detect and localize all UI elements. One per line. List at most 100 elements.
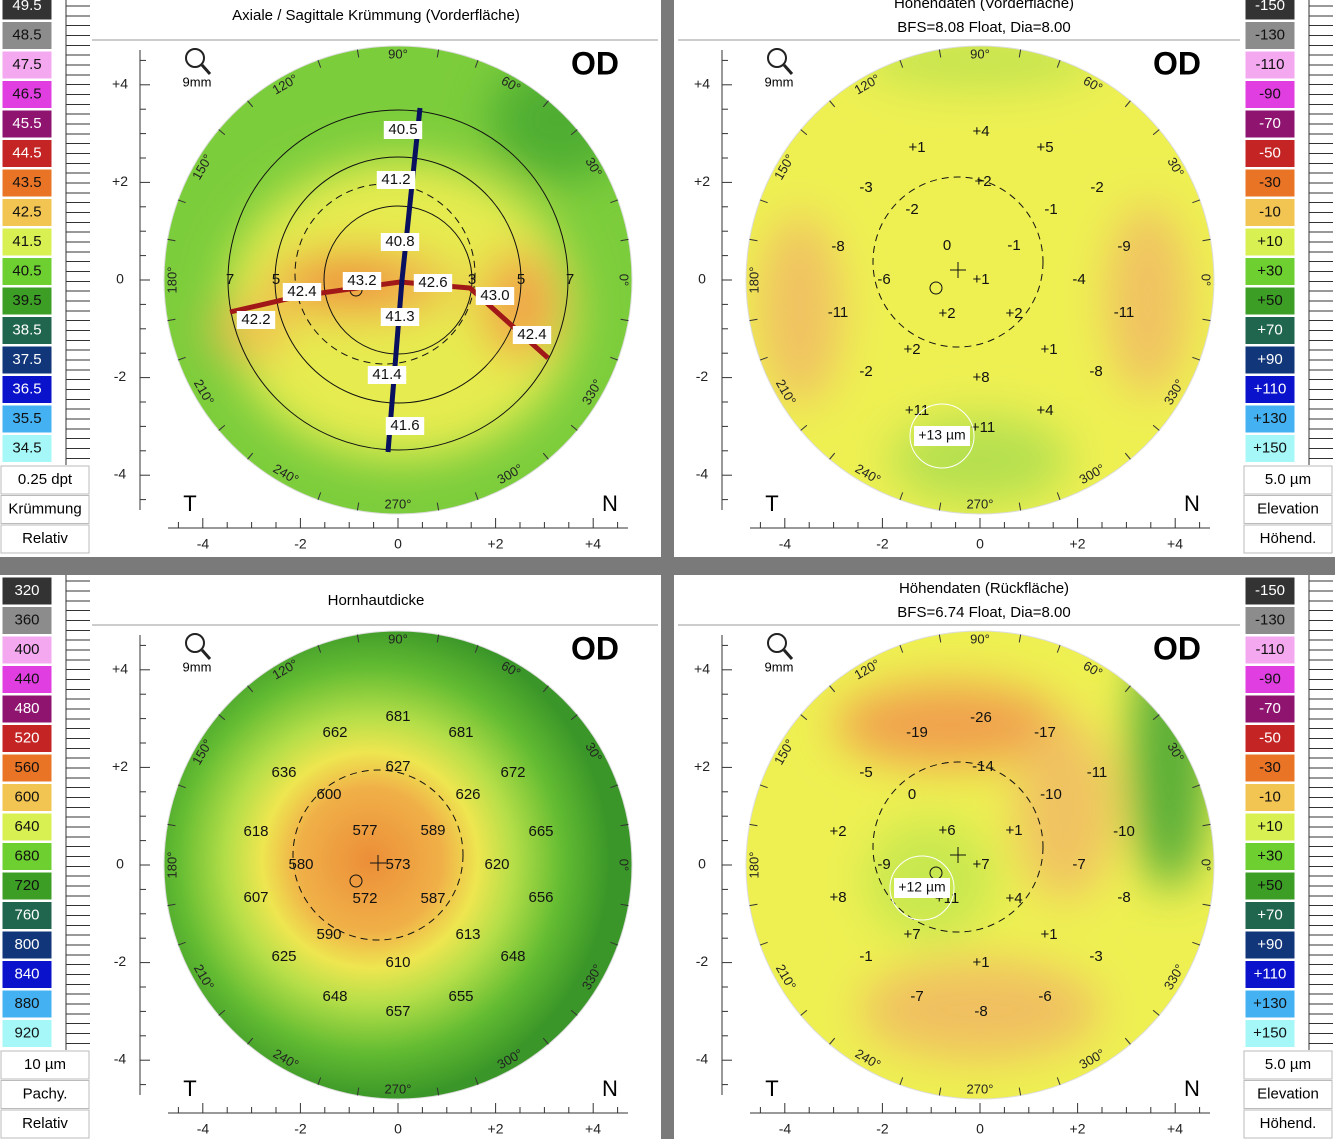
map-value: -8 (1117, 889, 1130, 906)
map-value: 40.8 (385, 233, 414, 250)
map-value: 41.6 (390, 417, 419, 434)
angle-tick (1192, 356, 1201, 361)
scale-label: +130 (1253, 995, 1287, 1012)
scale-label: 42.5 (12, 203, 41, 220)
scale-label: 47.5 (12, 56, 41, 73)
map-value: +11 (971, 419, 995, 436)
value-box (376, 171, 416, 189)
scale-swatch (1, 404, 53, 434)
angle-tick (474, 644, 479, 653)
temporal-label: T (765, 1076, 778, 1101)
value-box (380, 233, 420, 251)
zone-ring (274, 156, 522, 404)
map-value: -2 (905, 201, 918, 218)
scale-swatch (1244, 665, 1296, 694)
scale-swatch (1244, 960, 1296, 989)
angle-tick (570, 129, 578, 136)
map-value: 626 (455, 786, 480, 803)
angle-tick (749, 238, 758, 242)
map-value: 40.5 (388, 121, 417, 138)
value-box (383, 121, 423, 139)
angle-tick (749, 823, 758, 827)
scale-swatch (1244, 606, 1296, 635)
angle-tick (899, 1077, 904, 1086)
scale-label: 800 (14, 936, 39, 953)
angle-tick (1152, 129, 1160, 136)
scale-label: 360 (14, 611, 39, 628)
angle-tick (1056, 59, 1061, 68)
footer-box (1243, 495, 1333, 524)
scale-swatch (1, 257, 53, 286)
map-value: 672 (500, 764, 525, 781)
angle-tick (247, 1037, 254, 1045)
map-value: 610 (385, 954, 410, 971)
map-value: 42.6 (418, 274, 447, 291)
x-tick-label: 0 (394, 1121, 402, 1137)
scale-label: -70 (1259, 115, 1281, 132)
scale-swatch (1244, 316, 1296, 345)
scale-swatch (1244, 753, 1296, 783)
angle-tick (570, 424, 578, 431)
scale-label: 560 (14, 759, 39, 776)
angle-tick (167, 318, 176, 322)
scale-label: +30 (1257, 847, 1282, 864)
nasal-label: N (1184, 1076, 1200, 1101)
map-value: -1 (859, 948, 872, 965)
scale-swatch (1, 812, 53, 842)
scale-label: +150 (1253, 439, 1287, 456)
x-tick-label: 0 (976, 536, 984, 552)
scale-label: -110 (1256, 56, 1285, 73)
y-tick-label: +4 (694, 76, 710, 92)
scale-swatch (1, 168, 53, 198)
angle-tick (177, 941, 186, 946)
steep-meridian (385, 107, 423, 453)
scale-label: 640 (14, 818, 39, 835)
angle-tick (436, 502, 440, 511)
scale-label: -90 (1259, 85, 1281, 102)
scale-swatch (1244, 930, 1296, 960)
apex-cross (370, 855, 386, 871)
angle-tick (1056, 492, 1061, 501)
zoom-label: 9mm (183, 659, 212, 674)
footer-label: Höhend. (1260, 530, 1317, 547)
map-value: +7 (972, 856, 989, 873)
x-tick-label: -4 (779, 1121, 792, 1137)
map-value: -3 (859, 179, 872, 196)
scale-label: 44.5 (12, 144, 41, 161)
map-value: -5 (859, 764, 872, 781)
angle-tick (356, 502, 360, 511)
scale-swatch (1244, 168, 1296, 198)
y-tick-label: +4 (112, 661, 128, 677)
scale-swatch (1, 576, 53, 606)
scale-label: 480 (14, 700, 39, 717)
scale-label: +30 (1257, 262, 1282, 279)
angle-tick (1018, 634, 1022, 643)
angle-tick (542, 452, 549, 460)
scale-swatch (1, 50, 53, 80)
angle-label: 180° (164, 267, 179, 294)
scale-label: +90 (1257, 351, 1282, 368)
map-value: -1 (1007, 237, 1020, 254)
angle-tick (610, 356, 619, 361)
footer-box (0, 465, 90, 495)
spot-label: +12 µm (898, 879, 945, 895)
map-value: -6 (1038, 988, 1051, 1005)
scale-label: 40.5 (12, 262, 41, 279)
scale-label: 320 (14, 582, 39, 599)
map-value: -9 (877, 856, 890, 873)
map-value: 681 (448, 724, 473, 741)
angle-tick (247, 452, 254, 460)
map-value: 590 (316, 926, 341, 943)
angle-tick (1124, 100, 1131, 108)
map-value: +7 (903, 926, 920, 943)
map-value: 655 (448, 988, 473, 1005)
panel-subtitle: BFS=8.08 Float, Dia=8.00 (897, 19, 1070, 36)
eye-label: OD (571, 45, 619, 81)
scale-label: 37.5 (12, 351, 41, 368)
y-tick-label: 0 (698, 856, 706, 872)
map-value: 665 (528, 823, 553, 840)
angle-tick (177, 784, 186, 789)
scale-swatch (1244, 989, 1296, 1019)
scale-label: -50 (1259, 729, 1281, 746)
angle-tick (620, 238, 629, 242)
